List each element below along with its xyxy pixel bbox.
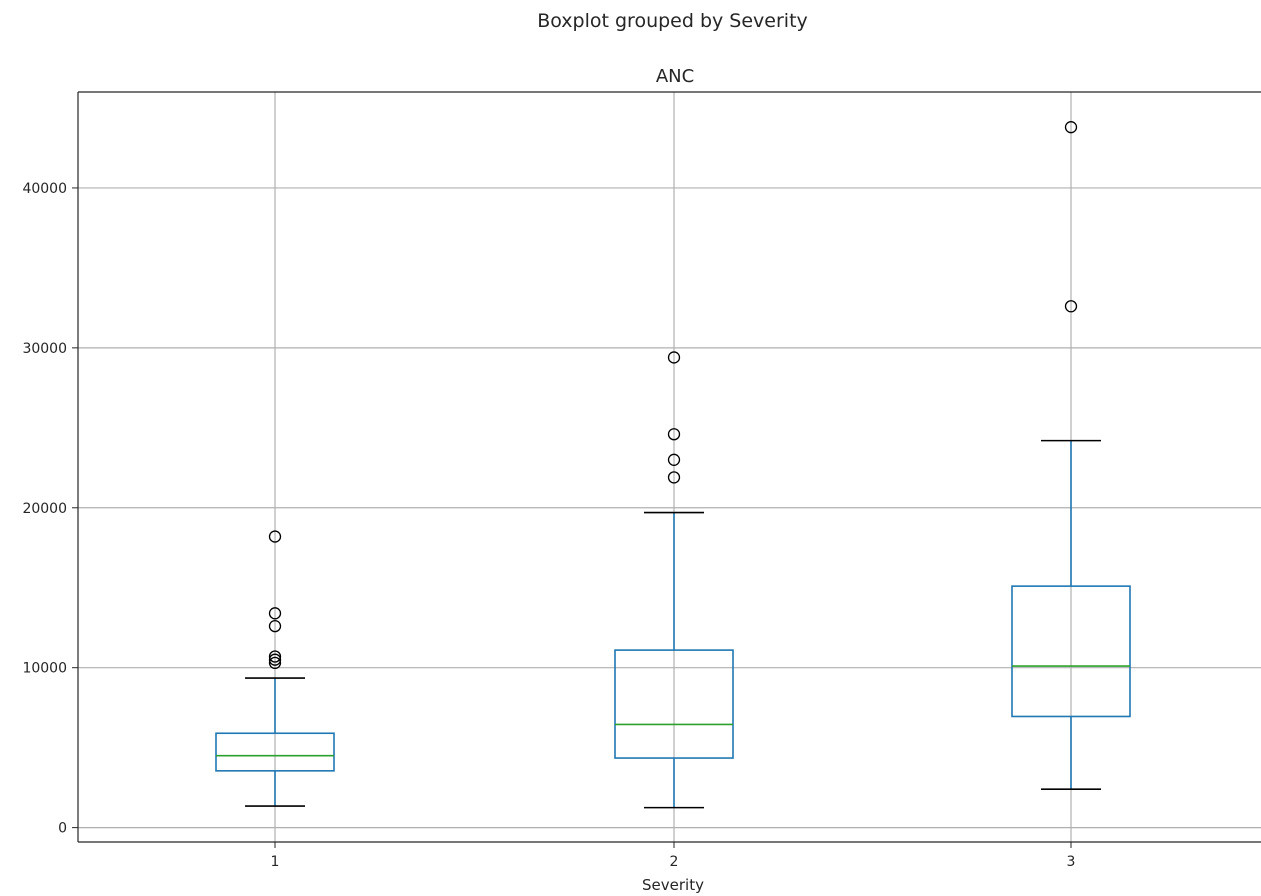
outlier-point	[667, 351, 681, 364]
outlier-point	[268, 607, 282, 620]
outlier-point	[1064, 121, 1078, 134]
chart-suptitle: Boxplot grouped by Severity	[537, 10, 808, 32]
outlier-point	[1064, 300, 1078, 313]
y-tick-label: 30000	[22, 341, 67, 357]
box-layer	[215, 121, 1131, 809]
x-tick-label: 3	[1067, 854, 1076, 870]
iqr-box	[215, 732, 335, 772]
y-tick-label: 20000	[22, 501, 67, 517]
box-group-3	[1011, 121, 1131, 791]
y-tick-label: 40000	[22, 181, 67, 197]
plot-title: ANC	[656, 66, 694, 87]
outlier-point	[268, 650, 282, 663]
iqr-box	[614, 649, 734, 759]
grid-layer	[78, 92, 1261, 842]
y-tick-label: 0	[58, 821, 67, 837]
outlier-point	[667, 428, 681, 441]
y-tick-label: 10000	[22, 661, 67, 677]
x-tick-label: 1	[271, 854, 280, 870]
box-group-2	[614, 351, 734, 809]
outlier-point	[268, 530, 282, 543]
outlier-point	[268, 653, 282, 666]
iqr-box	[1011, 585, 1131, 718]
outlier-point	[667, 471, 681, 484]
axis-layer: 0 10000 20000 30000 40000 1 2 3	[22, 91, 1261, 870]
box-group-1	[215, 530, 335, 807]
outlier-point	[268, 619, 282, 633]
outlier-point	[268, 656, 282, 670]
x-axis-label: Severity	[642, 876, 704, 894]
outlier-point	[667, 453, 681, 466]
x-tick-label: 2	[670, 854, 679, 870]
